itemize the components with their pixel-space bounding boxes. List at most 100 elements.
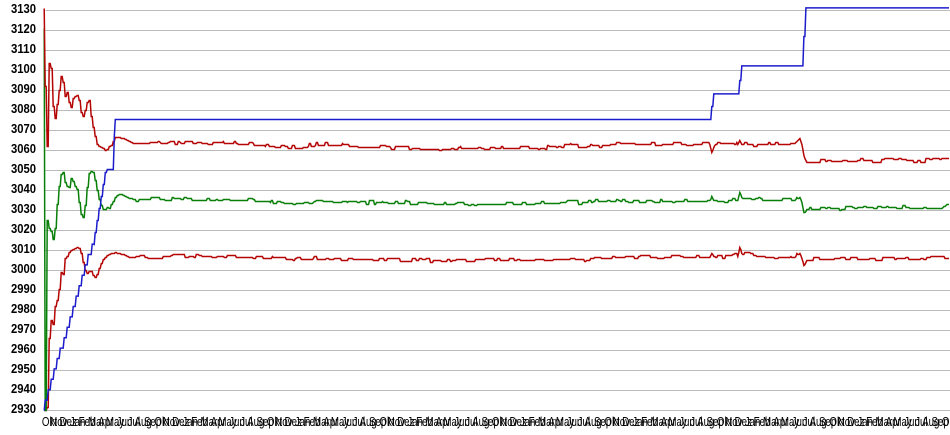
svg-text:May: May: [556, 414, 575, 429]
svg-text:Apr: Apr: [773, 414, 789, 429]
svg-text:Mar: Mar: [313, 414, 330, 429]
svg-text:2980: 2980: [11, 301, 36, 316]
svg-text:Okt: Okt: [154, 414, 169, 429]
svg-text:Okt: Okt: [717, 414, 732, 429]
svg-text:Dez: Dez: [847, 414, 864, 429]
svg-text:May: May: [331, 414, 350, 429]
svg-text:Jan: Jan: [632, 414, 648, 429]
svg-text:Okt: Okt: [492, 414, 507, 429]
svg-text:Jul: Jul: [240, 414, 253, 429]
svg-text:2960: 2960: [11, 341, 36, 356]
svg-text:3070: 3070: [11, 121, 36, 136]
svg-text:3110: 3110: [11, 41, 36, 56]
svg-text:May: May: [218, 414, 237, 429]
svg-text:Feb: Feb: [754, 414, 771, 429]
svg-text:Jul: Jul: [690, 414, 703, 429]
svg-text:Jul: Jul: [353, 414, 366, 429]
svg-text:Jan: Jan: [295, 414, 311, 429]
svg-text:Feb: Feb: [529, 414, 546, 429]
svg-text:Apr: Apr: [436, 414, 452, 429]
svg-text:Aug: Aug: [472, 414, 489, 429]
svg-text:Nov: Nov: [388, 414, 406, 429]
svg-text:3030: 3030: [11, 201, 36, 216]
svg-text:Nov: Nov: [725, 414, 743, 429]
svg-text:3050: 3050: [11, 161, 36, 176]
svg-text:Feb: Feb: [79, 414, 96, 429]
svg-text:Jan: Jan: [520, 414, 536, 429]
svg-text:Jul: Jul: [128, 414, 141, 429]
svg-text:3120: 3120: [11, 21, 36, 36]
svg-text:3060: 3060: [11, 141, 36, 156]
svg-text:Jun: Jun: [117, 414, 133, 429]
svg-text:Dez: Dez: [510, 414, 527, 429]
svg-text:Mar: Mar: [88, 414, 105, 429]
svg-text:2940: 2940: [11, 381, 36, 396]
svg-text:Feb: Feb: [191, 414, 208, 429]
svg-text:3010: 3010: [11, 241, 36, 256]
svg-text:Dez: Dez: [285, 414, 302, 429]
svg-text:Mar: Mar: [763, 414, 780, 429]
svg-text:Jun: Jun: [679, 414, 695, 429]
svg-text:Jul: Jul: [578, 414, 591, 429]
svg-text:Feb: Feb: [866, 414, 883, 429]
svg-text:3020: 3020: [11, 221, 36, 236]
svg-text:Jun: Jun: [454, 414, 470, 429]
svg-text:Nov: Nov: [50, 414, 68, 429]
svg-text:3040: 3040: [11, 181, 36, 196]
svg-text:Okt: Okt: [942, 414, 950, 429]
svg-text:Jan: Jan: [182, 414, 198, 429]
svg-text:3100: 3100: [11, 61, 36, 76]
svg-text:Apr: Apr: [548, 414, 564, 429]
svg-text:May: May: [893, 414, 912, 429]
svg-text:Sep: Sep: [706, 414, 723, 429]
svg-text:Mar: Mar: [201, 414, 218, 429]
svg-text:Jan: Jan: [857, 414, 873, 429]
svg-text:Dez: Dez: [397, 414, 414, 429]
svg-text:Aug: Aug: [135, 414, 152, 429]
svg-text:Jan: Jan: [745, 414, 761, 429]
svg-text:Nov: Nov: [163, 414, 181, 429]
svg-text:Dez: Dez: [622, 414, 639, 429]
svg-text:Dez: Dez: [735, 414, 752, 429]
svg-text:Aug: Aug: [810, 414, 827, 429]
svg-text:Sep: Sep: [369, 414, 386, 429]
svg-text:Sep: Sep: [594, 414, 611, 429]
svg-text:Feb: Feb: [641, 414, 658, 429]
svg-text:Sep: Sep: [819, 414, 836, 429]
svg-text:3080: 3080: [11, 101, 36, 116]
svg-text:Jul: Jul: [915, 414, 928, 429]
svg-text:Sep: Sep: [481, 414, 498, 429]
svg-text:2970: 2970: [11, 321, 36, 336]
svg-text:May: May: [781, 414, 800, 429]
svg-text:Apr: Apr: [323, 414, 339, 429]
svg-text:Jul: Jul: [465, 414, 478, 429]
svg-text:Jun: Jun: [567, 414, 583, 429]
svg-text:Apr: Apr: [211, 414, 227, 429]
svg-text:Okt: Okt: [829, 414, 844, 429]
svg-text:Sep: Sep: [931, 414, 948, 429]
svg-text:3090: 3090: [11, 81, 36, 96]
svg-text:Aug: Aug: [360, 414, 377, 429]
svg-text:2950: 2950: [11, 361, 36, 376]
svg-text:Jun: Jun: [792, 414, 808, 429]
svg-text:May: May: [443, 414, 462, 429]
svg-text:Nov: Nov: [613, 414, 631, 429]
svg-text:3000: 3000: [11, 261, 36, 276]
svg-text:Feb: Feb: [304, 414, 321, 429]
svg-text:3130: 3130: [11, 1, 36, 16]
svg-text:May: May: [668, 414, 687, 429]
svg-text:Feb: Feb: [416, 414, 433, 429]
svg-text:Apr: Apr: [661, 414, 677, 429]
svg-text:Jun: Jun: [904, 414, 920, 429]
svg-text:Apr: Apr: [98, 414, 114, 429]
svg-text:Nov: Nov: [838, 414, 856, 429]
svg-text:May: May: [106, 414, 125, 429]
svg-text:Mar: Mar: [426, 414, 443, 429]
svg-text:Sep: Sep: [144, 414, 161, 429]
svg-text:Aug: Aug: [585, 414, 602, 429]
svg-text:Okt: Okt: [604, 414, 619, 429]
svg-text:Okt: Okt: [42, 414, 57, 429]
svg-text:Jun: Jun: [342, 414, 358, 429]
svg-text:Nov: Nov: [275, 414, 293, 429]
svg-text:Aug: Aug: [697, 414, 714, 429]
